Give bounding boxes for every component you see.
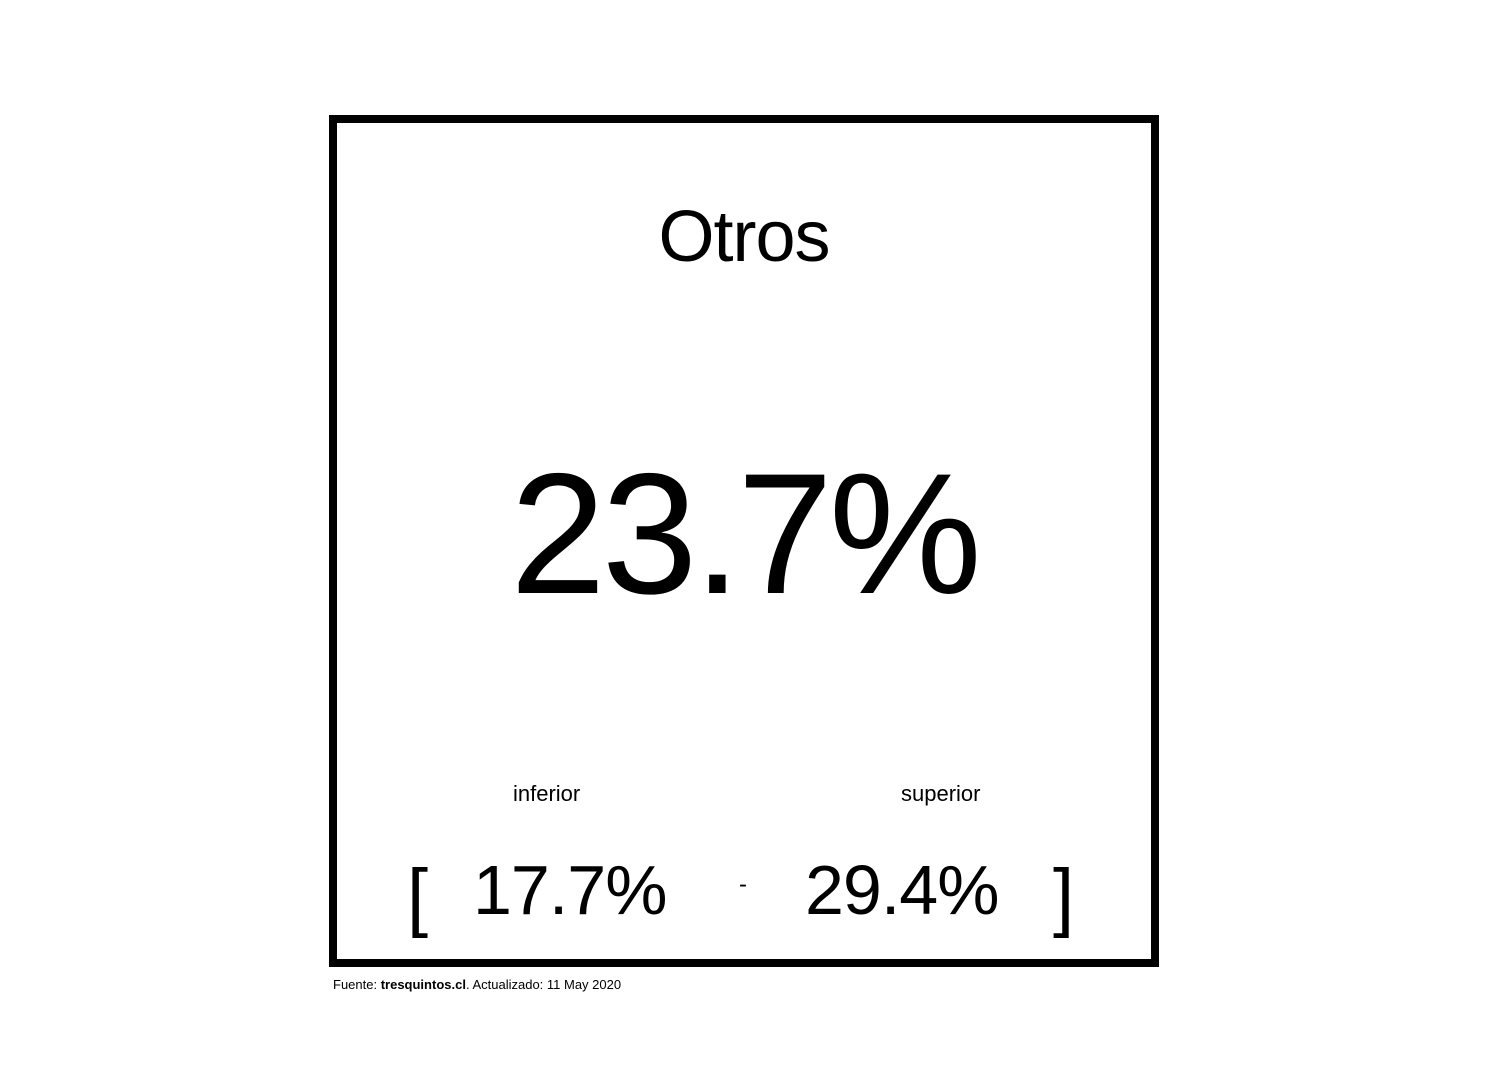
updated-text: . Actualizado: 11 May 2020 (465, 977, 622, 992)
close-bracket: ] (1053, 854, 1075, 939)
main-estimate-value: 23.7% (510, 438, 982, 630)
lower-bound-label: inferior (513, 781, 581, 806)
open-bracket: [ (407, 854, 429, 939)
source-prefix: Fuente: (333, 977, 381, 992)
source-footer: Fuente: tresquintos.cl. Actualizado: 11 … (333, 978, 621, 991)
source-link: tresquintos.cl (380, 977, 466, 992)
estimate-card: Otros 23.7% inferior superior [ 17.7% - … (329, 115, 1159, 967)
upper-bound-label: superior (901, 781, 981, 806)
upper-bound-value: 29.4% (805, 851, 999, 929)
lower-bound-value: 17.7% (473, 851, 667, 929)
interval-separator: - (739, 871, 747, 898)
card-title: Otros (658, 197, 830, 277)
